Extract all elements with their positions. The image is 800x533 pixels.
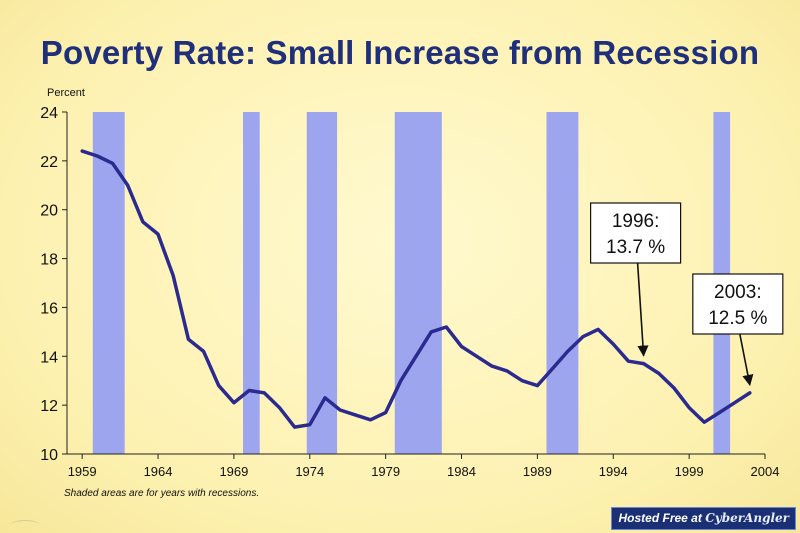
data-point <box>263 392 266 394</box>
data-point <box>217 384 220 387</box>
data-point <box>445 326 448 328</box>
data-point <box>202 350 205 353</box>
recession-band <box>546 112 579 454</box>
y-tick-label: 22 <box>40 154 58 171</box>
data-point <box>111 162 114 165</box>
data-point <box>142 221 144 223</box>
data-point <box>81 150 83 152</box>
x-tick-label: 2004 <box>751 464 780 479</box>
watermark-prefix: Hosted Free at <box>618 511 702 525</box>
data-point <box>582 335 584 338</box>
data-point <box>415 355 417 358</box>
annotation-value: 12.5 % <box>708 308 767 329</box>
data-point <box>308 423 311 426</box>
data-point <box>126 184 129 187</box>
data-point <box>354 414 357 416</box>
data-point <box>96 155 99 157</box>
annotation-value: 13.7 % <box>606 237 665 258</box>
data-point <box>248 389 250 392</box>
data-point <box>703 421 706 424</box>
data-point <box>324 397 326 399</box>
data-point <box>172 274 175 277</box>
x-tick-label: 1989 <box>523 464 552 479</box>
y-tick-label: 12 <box>40 398 58 415</box>
recession-band <box>92 112 125 454</box>
data-point <box>566 350 569 353</box>
x-tick-label: 1984 <box>447 464 476 479</box>
data-point <box>733 401 736 404</box>
data-point <box>187 338 190 340</box>
data-point <box>597 328 599 331</box>
chart-footnote: Shaded areas are for years with recessio… <box>64 488 260 499</box>
y-tick-label: 20 <box>40 203 58 220</box>
annotation-arrow <box>739 333 754 387</box>
data-point <box>278 406 281 409</box>
x-tick-label: 1979 <box>371 464 400 479</box>
data-point <box>293 426 296 428</box>
data-point <box>551 367 554 370</box>
x-tick-label: 1974 <box>295 464 324 479</box>
annotation-year: 2003: <box>714 282 762 303</box>
x-tick-label: 1959 <box>68 464 97 479</box>
data-point <box>157 233 159 235</box>
data-point <box>688 406 690 409</box>
data-point <box>339 409 341 411</box>
y-tick-label: 14 <box>40 349 58 366</box>
data-point <box>627 360 630 362</box>
x-tick-label: 1994 <box>599 464 628 479</box>
data-point <box>521 379 524 382</box>
y-tick-label: 16 <box>40 300 58 317</box>
data-point <box>536 384 539 387</box>
x-tick-label: 1999 <box>675 464 704 479</box>
y-axis-label: Percent <box>47 87 85 99</box>
data-point <box>475 355 478 358</box>
annotation-box <box>692 273 784 335</box>
data-point <box>491 365 493 367</box>
data-point <box>749 392 751 394</box>
recession-band <box>243 112 260 454</box>
annotation-box <box>590 202 682 264</box>
data-point <box>400 379 402 382</box>
data-point <box>233 401 235 404</box>
y-tick-label: 24 <box>40 105 58 122</box>
data-point <box>506 370 508 372</box>
data-point <box>718 411 721 414</box>
y-tick-label: 18 <box>40 252 58 269</box>
recession-band <box>306 112 338 454</box>
annotation-arrow <box>636 262 649 357</box>
data-point <box>612 343 615 345</box>
data-point <box>384 411 387 414</box>
data-point <box>642 362 645 365</box>
x-tick-label: 1969 <box>219 464 248 479</box>
data-point <box>460 345 463 348</box>
slide-title: Poverty Rate: Small Increase from Recess… <box>40 34 760 71</box>
data-point <box>369 419 372 421</box>
data-point <box>673 387 675 389</box>
y-tick-label: 10 <box>40 447 58 464</box>
recession-band <box>394 112 442 454</box>
watermark-brand: CyberAngler <box>705 511 789 525</box>
data-point <box>657 372 660 375</box>
corner-logo <box>10 520 40 531</box>
annotation-year: 1996: <box>612 211 660 232</box>
hosting-watermark[interactable]: Hosted Free at CyberAngler <box>611 507 796 530</box>
x-tick-label: 1964 <box>144 464 173 479</box>
data-point <box>430 331 432 333</box>
